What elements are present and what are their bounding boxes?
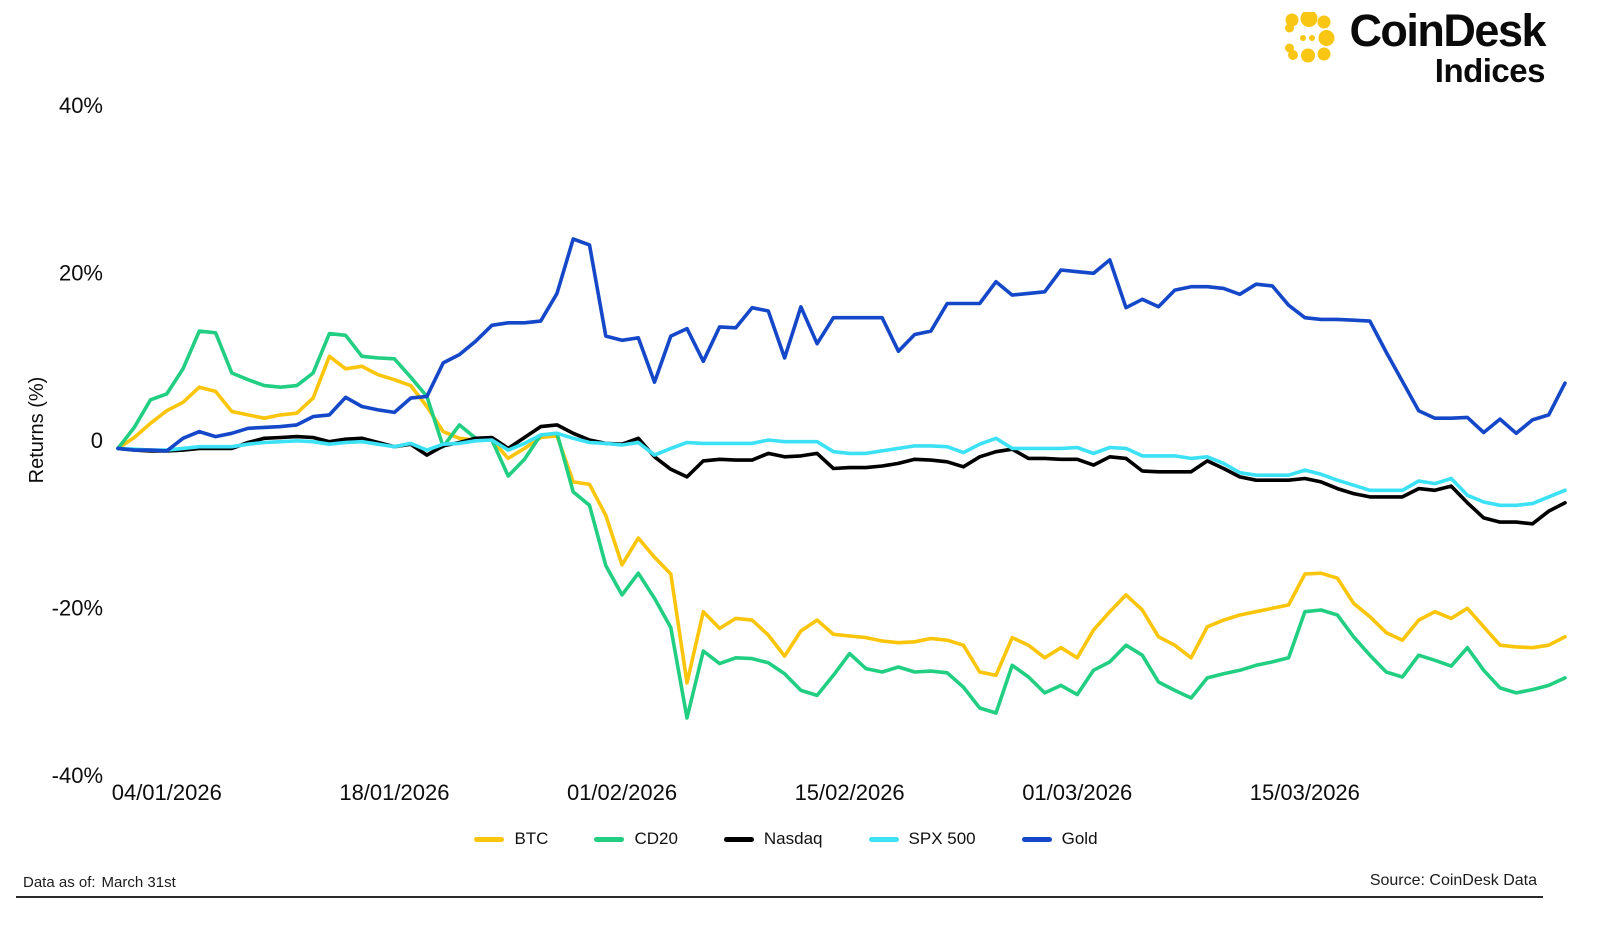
logo-dot	[1285, 43, 1295, 53]
series-line-gold	[116, 237, 1567, 453]
legend-swatch-nasdaq	[723, 836, 754, 842]
x-tick-label: 18/01/2026	[339, 780, 449, 805]
data-as-of-note: Data as of: March 31st	[23, 874, 176, 891]
logo-dot	[1300, 12, 1318, 27]
legend-item-cd20: CD20	[594, 829, 678, 849]
chart-legend: BTC CD20 Nasdaq SPX 500 Gold	[0, 829, 1572, 849]
legend-item-spx-500: SPX 500	[868, 829, 976, 849]
y-tick-label: 20%	[59, 261, 103, 286]
logo-dot	[1318, 30, 1335, 46]
legend-label: BTC	[514, 829, 549, 848]
brand-name: CoinDesk	[1349, 5, 1546, 56]
series-line-nasdaq	[116, 423, 1567, 526]
x-tick-label: 15/02/2026	[795, 780, 905, 805]
logo-dot	[1317, 47, 1331, 61]
y-tick-label: 40%	[59, 93, 103, 118]
legend-item-btc: BTC	[474, 829, 548, 849]
x-tick-label: 01/03/2026	[1022, 780, 1132, 805]
logo-dot	[1285, 13, 1299, 27]
series-line-btc	[116, 354, 1567, 685]
legend-swatch-gold	[1021, 836, 1052, 842]
logo-dot	[1309, 35, 1316, 41]
data-as-of-value: March 31st	[101, 874, 176, 891]
legend-swatch-cd20	[594, 836, 625, 842]
legend-label: Nasdaq	[763, 829, 823, 848]
legend-swatch-spx-500	[868, 836, 899, 842]
x-tick-label: 15/03/2026	[1250, 780, 1360, 805]
logo-dot	[1301, 48, 1316, 63]
legend-label: Gold	[1061, 829, 1098, 848]
y-axis-title: Returns (%)	[26, 377, 48, 484]
logo-dot	[1288, 50, 1299, 60]
legend-label: SPX 500	[908, 829, 976, 848]
series-line-cd20	[116, 329, 1567, 720]
legend-swatch-btc	[474, 836, 505, 842]
coindesk-brand: CoinDesk Indices	[1283, 5, 1546, 90]
returns-line-chart: 40% 20% 0 -20% -40% 04/01/2026 18/01/2026 01/02…	[26, 93, 1567, 805]
footer-divider	[16, 896, 1543, 898]
data-as-of-label: Data as of:	[23, 874, 96, 891]
legend-item-nasdaq: Nasdaq	[723, 829, 823, 849]
y-tick-label: 0	[91, 428, 103, 453]
x-tick-label: 04/01/2026	[112, 780, 222, 805]
x-tick-label: 01/02/2026	[567, 780, 677, 805]
logo-dot	[1285, 23, 1295, 33]
logo-dot	[1317, 15, 1331, 29]
logo-dot	[1300, 35, 1307, 41]
legend-item-gold: Gold	[1021, 829, 1098, 849]
source-note: Source: CoinDesk Data	[1369, 872, 1537, 889]
y-tick-label: -40%	[52, 763, 103, 788]
y-tick-label: -20%	[52, 596, 103, 621]
coindesk-logo-icon	[1285, 12, 1335, 63]
brand-subtitle: Indices	[1434, 52, 1546, 89]
series-line-spx-500	[116, 431, 1567, 508]
legend-label: CD20	[634, 829, 678, 848]
